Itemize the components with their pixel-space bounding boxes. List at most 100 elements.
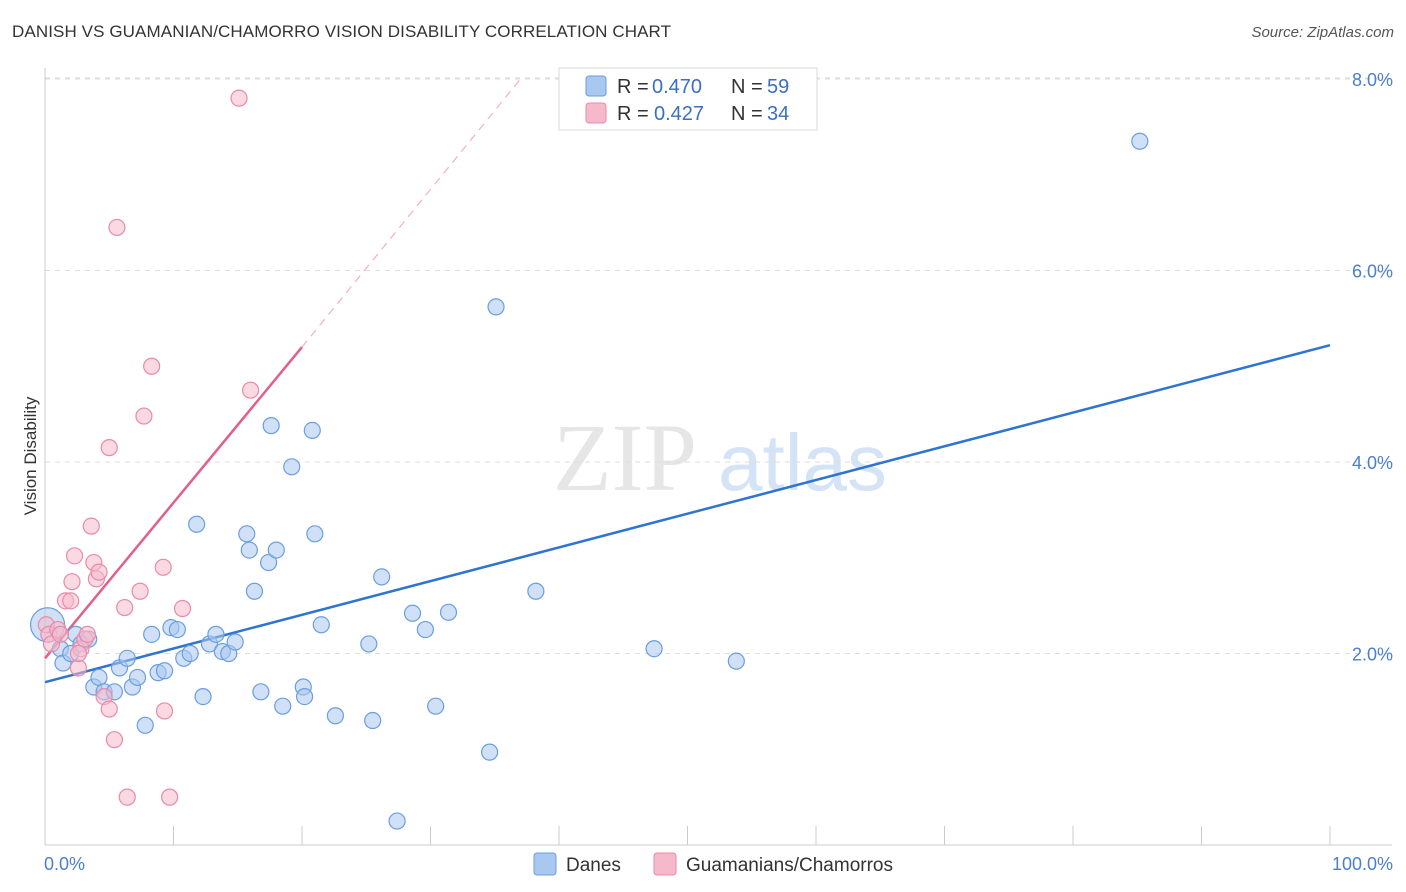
y-tick-label: 6.0% <box>1352 262 1393 282</box>
point-danes <box>727 652 745 670</box>
y-tick-label: 4.0% <box>1352 453 1393 473</box>
point-danes <box>267 541 285 559</box>
point-danes <box>303 421 321 440</box>
point-danes <box>481 743 499 761</box>
point-danes <box>388 812 406 830</box>
bottom-legend-label-guam: Guamanians/Chamorros <box>686 855 893 876</box>
point-danes <box>118 649 136 667</box>
point-danes <box>207 625 225 643</box>
point-guam <box>100 439 118 457</box>
axis-labels: 2.0% 4.0% 6.0% 8.0% 0.0% 100.0% Vision Disabil… <box>21 70 1393 874</box>
point-guam <box>118 788 136 806</box>
point-guam <box>82 517 100 535</box>
point-guam <box>90 563 108 581</box>
grid <box>45 77 1392 654</box>
point-guam <box>62 592 80 610</box>
point-danes <box>312 616 330 634</box>
legend-n-label-danes: N = <box>731 76 763 98</box>
legend-r-value-danes: 0.470 <box>652 76 702 98</box>
x-tick-label-max: 100.0% <box>1332 854 1393 874</box>
point-guam <box>78 625 97 643</box>
point-danes <box>360 635 378 653</box>
point-guam <box>108 218 126 237</box>
legend-r-label-guam: R = <box>617 103 649 125</box>
point-danes <box>136 716 154 734</box>
legend-n-value-guam: 34 <box>767 103 789 125</box>
point-danes <box>439 603 458 621</box>
axes <box>44 68 1392 846</box>
stats-legend: R = 0.470 N = 59 R = 0.427 N = 34 <box>558 67 818 131</box>
point-guam <box>155 702 174 720</box>
point-danes <box>188 515 206 533</box>
point-guam <box>161 788 179 806</box>
point-danes <box>240 541 258 559</box>
point-guam <box>230 89 248 107</box>
series-legend: Danes Guamanians/Chamorros <box>533 852 893 876</box>
legend-r-label-danes: R = <box>617 76 649 98</box>
data-points <box>29 89 1149 830</box>
point-guam <box>51 625 70 643</box>
trend-line-guam <box>44 346 303 660</box>
trend-line-danes <box>44 343 1331 684</box>
legend-n-label-guam: N = <box>731 103 763 125</box>
bottom-legend-swatch-danes <box>533 852 557 876</box>
legend-swatch-danes <box>585 75 607 97</box>
point-danes <box>1131 132 1149 150</box>
legend-swatch-guam <box>585 102 607 124</box>
point-danes <box>245 582 264 600</box>
legend-r-value-guam: 0.427 <box>654 103 704 125</box>
point-guam <box>154 558 172 576</box>
point-danes <box>364 711 382 730</box>
point-guam <box>63 573 81 591</box>
point-guam <box>135 407 153 425</box>
point-danes <box>427 697 445 715</box>
y-axis-title: Vision Disability <box>21 396 40 515</box>
bottom-legend-label-danes: Danes <box>566 855 621 876</box>
point-guam <box>131 582 149 600</box>
point-guam <box>242 381 260 399</box>
point-danes <box>168 620 186 639</box>
point-guam <box>69 644 88 663</box>
bottom-legend-swatch-guam <box>653 852 677 876</box>
point-danes <box>326 707 345 725</box>
point-danes <box>274 697 292 715</box>
point-danes <box>90 668 108 687</box>
point-danes <box>226 633 244 651</box>
point-danes <box>259 553 278 572</box>
trend-lines <box>44 78 1331 684</box>
point-danes <box>527 582 545 600</box>
legend-n-value-danes: 59 <box>767 76 789 98</box>
point-danes <box>487 298 505 316</box>
point-danes <box>403 604 422 622</box>
point-danes <box>194 687 212 706</box>
x-tick-label-min: 0.0% <box>44 854 85 874</box>
point-danes <box>373 568 391 586</box>
point-guam <box>143 357 161 375</box>
y-tick-label: 2.0% <box>1352 645 1393 665</box>
point-danes <box>295 687 314 706</box>
watermark-zip: ZIP <box>553 404 697 511</box>
point-guam <box>116 598 134 617</box>
y-tick-label: 8.0% <box>1352 70 1393 90</box>
trend-extension-guam <box>301 78 521 348</box>
point-danes <box>283 458 301 476</box>
point-danes <box>143 625 161 643</box>
point-danes <box>238 525 256 543</box>
point-danes <box>128 668 147 687</box>
point-guam <box>105 731 123 749</box>
point-danes <box>306 525 324 543</box>
point-danes <box>262 417 280 435</box>
point-danes <box>416 620 434 639</box>
point-guam <box>69 659 88 677</box>
point-danes <box>252 683 270 701</box>
point-danes <box>645 640 663 658</box>
point-danes <box>155 662 174 680</box>
chart-title: DANISH VS GUAMANIAN/CHAMORRO VISION DISA… <box>12 22 672 41</box>
point-guam <box>65 547 84 565</box>
watermark-atlas: atlas <box>718 418 887 507</box>
point-guam <box>173 599 192 618</box>
source-label: Source: ZipAtlas.com <box>1251 24 1394 41</box>
point-guam <box>100 700 118 718</box>
point-danes <box>181 644 199 663</box>
